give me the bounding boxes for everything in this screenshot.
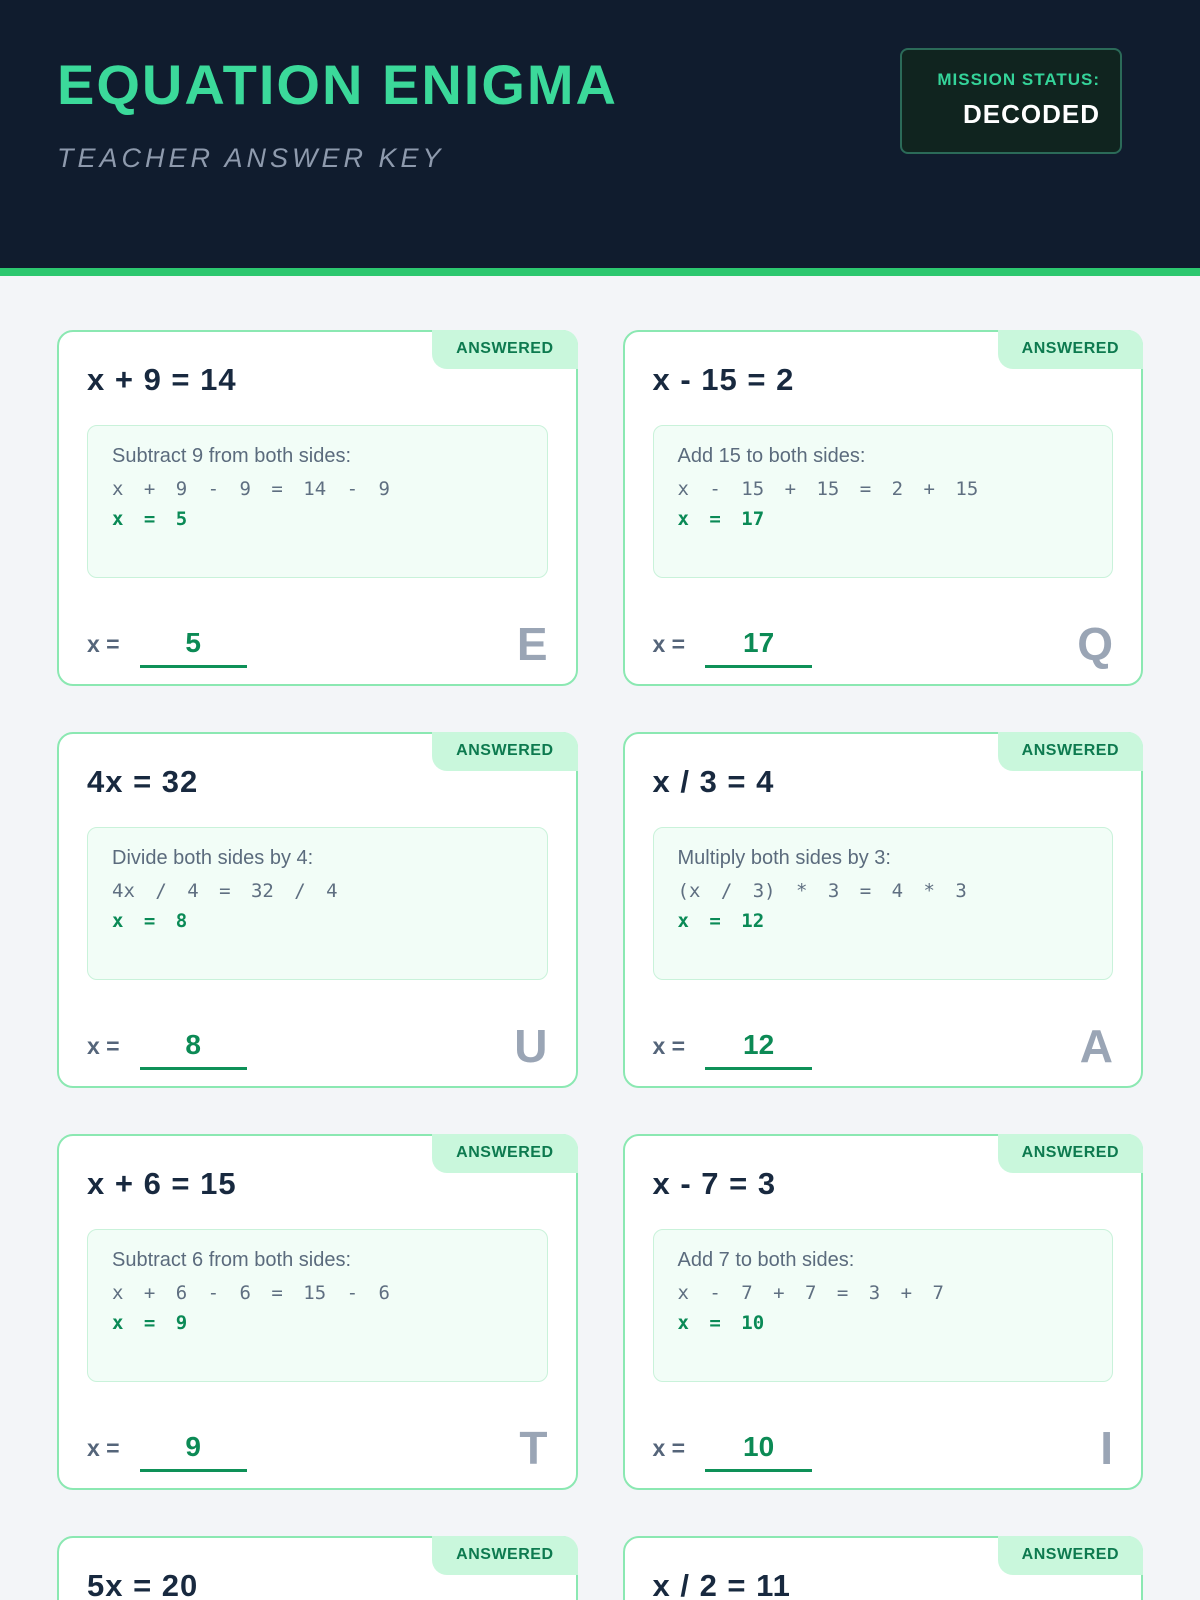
answered-status-badge: ANSWERED [997, 1134, 1143, 1173]
solution-instruction: Add 15 to both sides: [677, 445, 866, 467]
cipher-letter: I [1100, 1421, 1113, 1474]
solution-box: Subtract 6 from both sides: x + 6 - 6 = … [87, 1229, 548, 1382]
page-subtitle: TEACHER ANSWER KEY [57, 143, 445, 173]
solution-result: x = 12 [677, 910, 765, 932]
equation-title: x + 9 = 14 [87, 362, 237, 397]
answer-blank[interactable]: 17 [705, 627, 813, 668]
answer-value: 8 [185, 1029, 201, 1060]
page-header: EQUATION ENIGMA TEACHER ANSWER KEY MISSI… [0, 0, 1200, 268]
cipher-letter: U [514, 1019, 548, 1072]
mission-status-badge: MISSION STATUS: DECODED [900, 48, 1122, 154]
equation-title: x - 7 = 3 [652, 1166, 777, 1201]
solution-step: x + 9 - 9 = 14 - 9 [112, 478, 390, 500]
solution-box: Add 7 to both sides: x - 7 + 7 = 3 + 7 x… [652, 1229, 1113, 1382]
answer-label: x = [652, 1033, 686, 1059]
cipher-letter: E [516, 617, 548, 670]
solution-step: x - 15 + 15 = 2 + 15 [677, 478, 979, 500]
equation-title: x / 2 = 11 [652, 1568, 791, 1600]
solution-instruction: Multiply both sides by 3: [677, 847, 891, 869]
solution-result: x = 8 [112, 910, 188, 932]
solution-result: x = 10 [677, 1312, 765, 1334]
answered-status-badge: ANSWERED [432, 732, 578, 771]
answer-row: x = 17 Q [652, 617, 1113, 670]
solution-instruction: Subtract 6 from both sides: [112, 1249, 352, 1271]
solution-step: (x / 3) * 3 = 4 * 3 [677, 880, 967, 902]
mission-status-value: DECODED [962, 99, 1100, 129]
solution-step: x - 7 + 7 = 3 + 7 [677, 1282, 944, 1304]
answer-value: 9 [185, 1431, 201, 1462]
answer-blank[interactable]: 8 [139, 1029, 247, 1070]
answer-label: x = [652, 631, 686, 657]
answer-blank[interactable]: 10 [705, 1431, 813, 1472]
equation-card: ANSWERED 5x = 20 [57, 1536, 578, 1600]
answered-status-badge: ANSWERED [997, 330, 1143, 369]
answer-row: x = 12 A [652, 1019, 1113, 1072]
solution-instruction: Subtract 9 from both sides: [112, 445, 352, 467]
equation-card: ANSWERED x / 2 = 11 [622, 1536, 1143, 1600]
page-title: EQUATION ENIGMA [57, 53, 618, 116]
equation-cards-grid: ANSWERED x + 9 = 14 Subtract 9 from both… [0, 276, 1200, 1600]
answer-label: x = [652, 1435, 686, 1461]
answered-status-badge: ANSWERED [997, 1536, 1143, 1575]
solution-result: x = 9 [112, 1312, 188, 1334]
equation-card: ANSWERED x / 3 = 4 Multiply both sides b… [622, 732, 1143, 1088]
solution-result: x = 17 [677, 508, 765, 530]
answered-status-badge: ANSWERED [432, 1536, 578, 1575]
solution-instruction: Add 7 to both sides: [677, 1249, 855, 1271]
solution-box: Multiply both sides by 3: (x / 3) * 3 = … [652, 827, 1113, 980]
answer-value: 10 [743, 1431, 775, 1462]
header-accent-bar [0, 268, 1200, 276]
answered-status-badge: ANSWERED [432, 1134, 578, 1173]
equation-title: x - 15 = 2 [652, 362, 795, 397]
equation-card: ANSWERED x + 6 = 15 Subtract 6 from both… [57, 1134, 578, 1490]
solution-instruction: Divide both sides by 4: [112, 847, 314, 869]
cipher-letter: T [519, 1421, 548, 1474]
answer-value: 5 [185, 627, 201, 658]
answered-status-badge: ANSWERED [997, 732, 1143, 771]
answered-status-badge: ANSWERED [432, 330, 578, 369]
answer-row: x = 5 E [87, 617, 548, 670]
equation-card: ANSWERED x - 7 = 3 Add 7 to both sides: … [622, 1134, 1143, 1490]
solution-step: 4x / 4 = 32 / 4 [112, 880, 338, 902]
mission-status-label: MISSION STATUS: [937, 70, 1100, 89]
answer-label: x = [87, 1033, 120, 1059]
solution-box: Add 15 to both sides: x - 15 + 15 = 2 + … [652, 425, 1113, 578]
answer-row: x = 10 I [652, 1421, 1113, 1474]
answer-row: x = 8 U [87, 1019, 548, 1072]
equation-card: ANSWERED 4x = 32 Divide both sides by 4:… [57, 732, 578, 1088]
equation-title: 4x = 32 [87, 764, 199, 799]
header-titles: EQUATION ENIGMA TEACHER ANSWER KEY [57, 52, 1124, 174]
answer-blank[interactable]: 12 [705, 1029, 813, 1070]
answer-value: 17 [743, 627, 775, 658]
answer-blank[interactable]: 9 [139, 1431, 247, 1472]
cipher-letter: Q [1077, 617, 1113, 670]
answer-value: 12 [743, 1029, 775, 1060]
solution-result: x = 5 [112, 508, 188, 530]
answer-blank[interactable]: 5 [139, 627, 247, 668]
solution-step: x + 6 - 6 = 15 - 6 [112, 1282, 390, 1304]
equation-title: x / 3 = 4 [652, 764, 775, 799]
solution-box: Subtract 9 from both sides: x + 9 - 9 = … [87, 425, 548, 578]
equation-title: 5x = 20 [87, 1568, 199, 1600]
cipher-letter: A [1079, 1019, 1113, 1072]
answer-row: x = 9 T [87, 1421, 548, 1474]
answer-label: x = [87, 631, 120, 657]
equation-card: ANSWERED x - 15 = 2 Add 15 to both sides… [622, 330, 1143, 686]
equation-title: x + 6 = 15 [87, 1166, 237, 1201]
answer-label: x = [87, 1435, 120, 1461]
equation-card: ANSWERED x + 9 = 14 Subtract 9 from both… [57, 330, 578, 686]
solution-box: Divide both sides by 4: 4x / 4 = 32 / 4 … [87, 827, 548, 980]
